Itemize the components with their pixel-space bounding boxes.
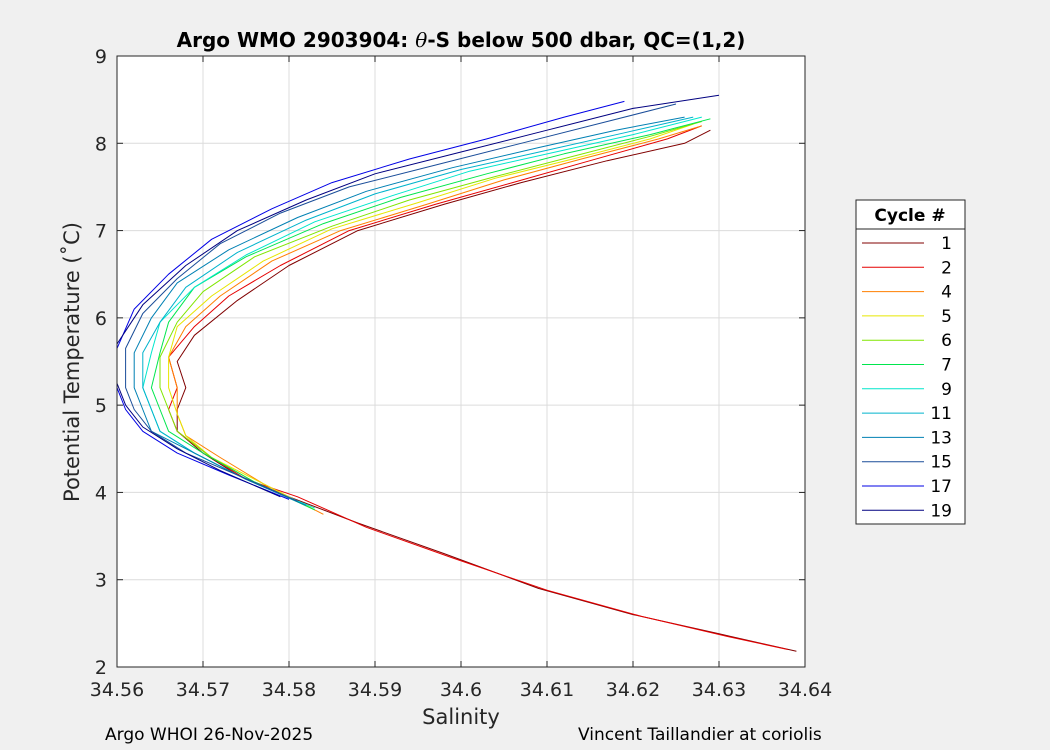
y-tick-label: 6 xyxy=(95,308,107,330)
x-tick-label: 34.6 xyxy=(440,679,482,701)
y-tick-label: 8 xyxy=(95,133,107,155)
series-line-cycle-11 xyxy=(142,116,694,506)
series-line-cycle-2 xyxy=(168,125,788,650)
legend-label-cycle-13: 13 xyxy=(930,428,952,448)
legend-label-cycle-9: 9 xyxy=(941,380,952,400)
x-tick-label: 34.58 xyxy=(262,679,316,701)
chart-title: Argo WMO 2903904: θ-S below 500 dbar, QC… xyxy=(177,28,746,52)
legend-label-cycle-11: 11 xyxy=(930,404,952,424)
series-line-cycle-6 xyxy=(159,121,702,511)
legend-label-cycle-15: 15 xyxy=(930,453,952,473)
legend-label-cycle-2: 2 xyxy=(941,258,952,278)
legend-label-cycle-19: 19 xyxy=(930,501,952,521)
legend-title: Cycle # xyxy=(874,206,945,226)
footer-left-credit: Argo WHOI 26-Nov-2025 xyxy=(105,725,314,745)
legend-label-cycle-6: 6 xyxy=(941,331,952,351)
y-tick-label: 9 xyxy=(95,46,107,68)
footer-right-credit: Vincent Taillandier at coriolis xyxy=(578,725,822,745)
legend-label-cycle-1: 1 xyxy=(941,234,952,254)
y-axis-label: Potential Temperature (˚C) xyxy=(60,222,84,502)
legend-label-cycle-4: 4 xyxy=(941,283,952,303)
title-theta: θ xyxy=(415,28,427,52)
y-tick-label: 2 xyxy=(95,657,107,679)
x-tick-label: 34.59 xyxy=(348,679,402,701)
title-main: Argo WMO 2903904: xyxy=(177,28,416,52)
y-tick-label: 5 xyxy=(95,395,107,417)
legend-items: 1 2 4 5 6 7 9 11 13 15 17 19 xyxy=(862,234,952,521)
legend-label-cycle-5: 5 xyxy=(941,307,952,327)
series-line-cycle-4 xyxy=(168,125,702,515)
legend-box xyxy=(855,199,966,525)
x-axis-label: Salinity xyxy=(422,705,500,729)
series-line-cycle-15 xyxy=(125,103,677,502)
x-tick-label: 34.57 xyxy=(176,679,230,701)
tick-labels: 34.56 34.57 34.58 34.59 34.6 34.61 34.62 34.63 3… xyxy=(90,46,832,701)
x-tick-label: 34.63 xyxy=(692,679,746,701)
x-tick-label: 34.61 xyxy=(520,679,574,701)
series-line-cycle-7 xyxy=(150,118,711,511)
legend-label-cycle-7: 7 xyxy=(941,356,952,376)
title-rest: -S below 500 dbar, QC=(1,2) xyxy=(427,28,745,52)
x-tick-label: 34.62 xyxy=(606,679,660,701)
x-tick-label: 34.64 xyxy=(778,679,832,701)
y-tick-label: 3 xyxy=(95,570,107,592)
y-tick-label: 7 xyxy=(95,221,107,243)
y-tick-label: 4 xyxy=(95,482,107,504)
series-line-cycle-5 xyxy=(168,123,694,511)
x-tick-label: 34.56 xyxy=(90,679,144,701)
series-line-cycle-13 xyxy=(133,116,685,506)
legend-label-cycle-17: 17 xyxy=(930,477,952,497)
legend: Cycle # 1 2 4 5 6 7 9 11 13 15 17 19 xyxy=(855,199,966,525)
series-line-cycle-17 xyxy=(116,100,625,500)
series-lines xyxy=(116,94,797,652)
series-line-cycle-19 xyxy=(116,94,720,498)
